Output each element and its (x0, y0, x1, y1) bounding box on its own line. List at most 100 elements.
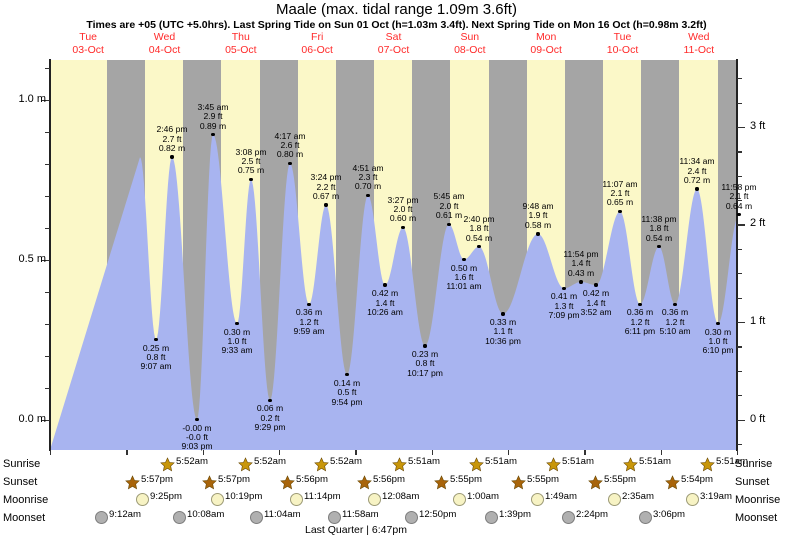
tide-extreme-point-low (345, 373, 349, 377)
tide-label-meters: 0.70 m (354, 181, 382, 192)
astro-time-sunrise: 5:52am (176, 455, 208, 467)
tide-label-meters: 0.06 m (256, 403, 284, 414)
axis-tick-major-right (737, 321, 745, 324)
tide-water-fill (50, 134, 737, 450)
astro-row-label-moonset: Moonset (3, 512, 46, 524)
tide-label-time: 10:36 pm (485, 335, 521, 346)
tide-label-time: 11:54 pm (563, 248, 599, 259)
astro-entry-moonrise: 2:35am (608, 491, 654, 506)
astro-entry-moonrise: 1:00am (453, 490, 499, 506)
tide-extreme-label: 0.30 m 1.0 ft 6:10 pm (672, 327, 764, 356)
tide-label-time: 11:38 pm (641, 213, 677, 224)
tide-label-meters: 0.89 m (199, 120, 227, 131)
sunrise-star-icon (623, 457, 638, 472)
astro-entry-moonrise: 10:19pm (211, 490, 263, 506)
moonset-moon-icon (485, 511, 498, 524)
axis-tick-minor-left (45, 67, 50, 69)
y-axis-label-left: 0.5 m (18, 252, 46, 265)
day-header-07-oct: Sat 07-Oct (325, 31, 461, 56)
axis-tick-minor-left (45, 163, 50, 165)
tide-label-feet: 1.8 ft (469, 223, 489, 234)
moonrise-moon-icon (368, 493, 381, 506)
astro-row-label-sunrise: Sunrise (3, 458, 41, 470)
axis-tick-minor-right (737, 395, 742, 397)
tide-extreme-label: 5:45 am 2.0 ft 0.61 m (403, 191, 495, 220)
tide-label-meters: 0.14 m (333, 377, 361, 388)
tide-label-meters: 0.72 m (683, 174, 711, 185)
axis-tick-minor-right (737, 248, 742, 251)
tide-label-meters: 0.36 m (626, 307, 654, 318)
tide-label-feet: 1.2 ft (630, 316, 650, 327)
tide-extreme-point-low (501, 312, 505, 316)
tide-label-time: 3:27 pm (387, 194, 419, 205)
day-header-date: 10-Oct (606, 43, 639, 56)
tide-label-time: 9:33 am (221, 345, 253, 356)
tide-label-meters: 0.60 m (389, 213, 417, 224)
astro-time-moonrise: 1:00am (467, 490, 499, 502)
tide-label-feet: 1.9 ft (528, 210, 548, 221)
tide-label-feet: 1.2 ft (665, 316, 685, 327)
tide-label-time: 3:45 am (197, 101, 229, 112)
tide-label-meters: 0.54 m (465, 232, 493, 243)
tide-extreme-label: 0.30 m 1.0 ft 9:33 am (191, 327, 283, 356)
moonset-moon-icon (95, 511, 108, 524)
tide-extreme-label: 0.23 m 0.8 ft 10:17 pm (379, 349, 471, 378)
tide-label-time: 10:17 pm (407, 367, 443, 378)
astro-entry-moonset: 11:04am (250, 509, 301, 524)
tide-extreme-label: 11:58 pm 2.1 ft 0.64 m (693, 182, 785, 211)
astro-time-sunset: 5:55pm (450, 473, 482, 485)
day-header-weekday: Sun (460, 31, 480, 43)
astro-entry-sunset: 5:54pm (665, 473, 713, 490)
tide-extreme-label: 4:51 am 2.3 ft 0.70 m (322, 163, 414, 192)
axis-tick-major-right (737, 126, 745, 129)
astro-entry-sunset: 5:55pm (434, 473, 482, 490)
tide-label-feet: 0.2 ft (260, 412, 280, 423)
right-axis-line (736, 59, 738, 451)
tide-extreme-label: 0.14 m 0.5 ft 9:54 pm (301, 377, 393, 407)
astro-entry-moonrise: 9:25pm (136, 491, 182, 506)
moonrise-moon-icon (211, 493, 224, 506)
astro-time-moonrise: 10:19pm (225, 490, 263, 502)
astro-time-sunset: 5:55pm (527, 473, 559, 485)
astro-entry-sunrise: 5:51am (392, 456, 440, 472)
astro-time-sunset: 5:54pm (681, 473, 713, 485)
tide-extreme-point-high (401, 225, 405, 230)
astro-time-moonset: 2:24pm (576, 508, 608, 520)
tide-label-time: 9:48 am (522, 200, 554, 211)
axis-tick-bottom (202, 450, 204, 455)
axis-tick-bottom (431, 450, 433, 455)
tide-label-time: 5:10 am (659, 326, 691, 337)
tide-extreme-point-high (618, 209, 622, 214)
tide-label-meters: 0.80 m (276, 149, 304, 160)
day-header-08-oct: Sun 08-Oct (402, 31, 538, 56)
tide-extreme-label: 11:54 pm 1.4 ft 0.43 m (535, 248, 627, 278)
tide-extreme-label: 3:24 pm 2.2 ft 0.67 m (280, 172, 372, 201)
day-header-weekday: Thu (231, 31, 250, 43)
astro-entry-sunset: 5:57pm (125, 474, 173, 490)
tide-label-time: 9:03 pm (181, 441, 213, 452)
tide-label-time: 6:10 pm (702, 345, 734, 356)
left-axis-line (49, 59, 51, 451)
sunrise-star-icon (546, 457, 561, 472)
axis-tick-bottom (508, 450, 510, 455)
axis-tick-minor-left (45, 227, 50, 229)
tide-extreme-label: 2:40 pm 1.8 ft 0.54 m (433, 214, 525, 243)
astro-time-moonrise: 3:19am (700, 490, 732, 502)
axis-tick-minor-right (737, 151, 742, 153)
y-axis-label-right: 0 ft (750, 412, 766, 425)
tide-label-time: 4:17 am (274, 130, 306, 141)
astro-entry-sunset: 5:55pm (588, 474, 636, 490)
astro-entry-moonset: 11:58am (328, 509, 379, 524)
axis-tick-major-left (42, 99, 50, 101)
tide-label-meters: 0.42 m (371, 288, 399, 299)
astro-entry-moonrise: 11:14pm (290, 491, 341, 506)
tide-extreme-label: 0.41 m 1.3 ft 7:09 pm (518, 291, 610, 320)
tide-extreme-label: 3:08 pm 2.5 ft 0.75 m (205, 147, 297, 176)
astro-entry-sunrise: 5:51am (546, 456, 594, 472)
axis-tick-minor-left (45, 323, 50, 325)
tide-label-feet: 2.0 ft (439, 200, 459, 211)
astro-time-sunrise: 5:51am (485, 455, 517, 467)
tide-extreme-point-high (477, 245, 481, 249)
tide-label-feet: 2.9 ft (203, 111, 223, 122)
sunset-star-icon (665, 475, 680, 490)
